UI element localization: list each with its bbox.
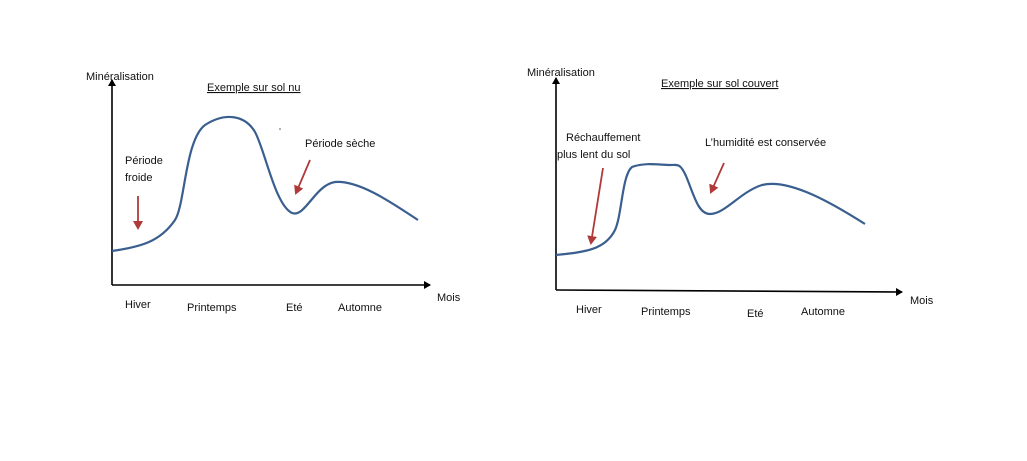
x-axis-label: Mois [910, 295, 934, 307]
season-label-summer: Eté [747, 308, 764, 320]
season-label-spring: Printemps [641, 306, 691, 318]
y-axis-label: Minéralisation [527, 67, 595, 79]
annotation-warming-line1: Réchauffement [566, 132, 640, 144]
stray-dot [279, 128, 281, 130]
y-axis-label: Minéralisation [86, 71, 154, 83]
humidity-arrow [709, 162, 725, 194]
annotation-warming-line2: plus lent du sol [557, 149, 630, 161]
season-label-autumn: Automne [801, 306, 845, 318]
diagram-bare-soil: Minéralisation Exemple sur sol nu Mois H… [86, 71, 461, 314]
x-axis-label: Mois [437, 292, 461, 304]
annotation-dry: Période sèche [305, 138, 375, 150]
diagram-title: Exemple sur sol nu [207, 82, 301, 94]
annotation-cold-line2: froide [125, 172, 153, 184]
season-label-spring: Printemps [187, 302, 237, 314]
diagram-title: Exemple sur sol couvert [661, 78, 778, 90]
mineralisation-curve [555, 163, 866, 257]
season-label-autumn: Automne [338, 302, 382, 314]
dry-period-arrow [294, 159, 311, 195]
season-label-winter: Hiver [576, 304, 602, 316]
season-label-summer: Eté [286, 302, 303, 314]
diagram-covered-soil: Minéralisation Exemple sur sol couvert M… [527, 67, 934, 320]
annotation-humidity: L’humidité est conservée [705, 137, 826, 149]
annotation-cold-line1: Période [125, 155, 163, 167]
season-label-winter: Hiver [125, 299, 151, 311]
mineralisation-curve [111, 115, 419, 253]
x-axis [555, 287, 903, 296]
slow-warming-arrow [587, 167, 604, 245]
